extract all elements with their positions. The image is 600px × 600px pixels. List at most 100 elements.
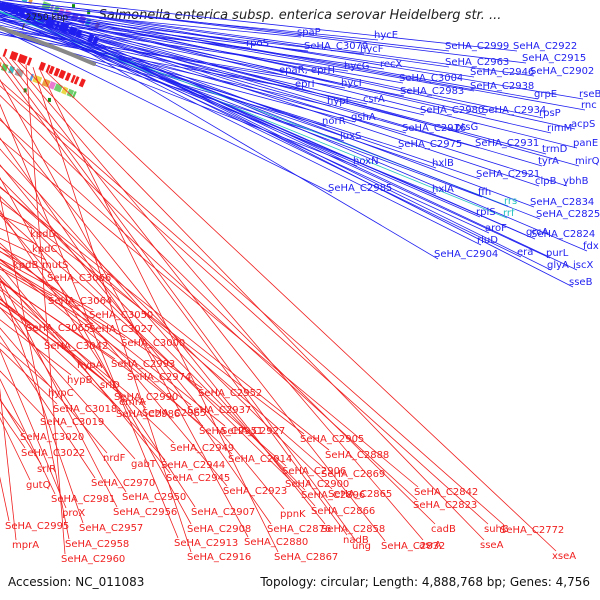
forward-gene-label: ptsG xyxy=(455,122,478,133)
forward-leader-line xyxy=(0,11,365,55)
reverse-leader-line xyxy=(0,117,326,525)
reverse-leader-line xyxy=(0,103,179,539)
feature-block xyxy=(78,78,86,88)
reverse-gene-label: SeHA_C2981 xyxy=(51,494,115,505)
feature-block xyxy=(66,88,75,98)
reverse-gene-label: SeHA_C2960 xyxy=(61,554,125,565)
map-title: Salmonella enterica subsp. enterica sero… xyxy=(98,8,502,23)
reverse-leader-line xyxy=(0,148,316,507)
forward-gene-label: SeHA_C2983 xyxy=(400,86,464,97)
tick-mark xyxy=(21,23,25,30)
reverse-leader-line xyxy=(0,64,348,536)
forward-gene-label: SeHA_C2946 xyxy=(470,67,534,78)
reverse-leader-line xyxy=(0,378,56,495)
forward-gene-label: SeHA_C2934 xyxy=(482,105,546,116)
forward-gene-label: hxlB xyxy=(432,158,454,169)
forward-leader-line xyxy=(0,7,543,167)
forward-gene-label: clpB xyxy=(535,176,557,187)
reverse-gene-label: SeHA_C2896 xyxy=(301,490,365,501)
forward-gene-label: SeHA_C2922 xyxy=(513,41,577,52)
forward-leader-line xyxy=(0,2,551,259)
forward-leader-line xyxy=(0,3,586,111)
reverse-gene-label: SeHA_C2905 xyxy=(300,434,364,445)
reverse-leader-line xyxy=(0,165,333,490)
reverse-leader-line xyxy=(0,327,108,454)
feature-block xyxy=(48,81,56,90)
forward-gene-label: SeHA_C2975 xyxy=(398,139,462,150)
forward-leader-line xyxy=(0,5,482,246)
forward-gene-label: SeHA_C3079 xyxy=(304,41,368,52)
forward-gene-label: iscX xyxy=(573,260,593,271)
forward-gene-label: SeHA_C2902 xyxy=(530,66,594,77)
forward-leader-line xyxy=(0,3,522,258)
forward-leader-line xyxy=(0,4,578,149)
feature-block xyxy=(71,91,77,99)
forward-gene-label: tyrA xyxy=(538,156,559,167)
reverse-gene-label: emrA xyxy=(119,397,146,408)
forward-gene-label: SeHA_C2834 xyxy=(530,197,594,208)
forward-leader-line xyxy=(0,4,544,119)
forward-gene-label: grcA xyxy=(526,227,549,238)
forward-leader-line xyxy=(0,19,407,134)
forward-gene-label: spaP xyxy=(297,27,321,38)
forward-gene-label: rluD xyxy=(477,235,498,246)
forward-leader-line xyxy=(0,13,460,133)
forward-leader-line xyxy=(0,6,475,92)
forward-leader-line xyxy=(0,27,346,89)
forward-gene-label: rrf xyxy=(503,208,515,219)
reverse-gene-label: SeHA_C3065 xyxy=(26,323,90,334)
forward-gene-label: rrs xyxy=(504,196,517,207)
reverse-gene-label: hypC xyxy=(48,388,74,399)
reverse-gene-label: gabT xyxy=(131,459,157,470)
reverse-leader-line xyxy=(11,59,424,541)
reverse-gene-label: SeHA_C2772 xyxy=(500,525,564,536)
forward-gene-label: gshA xyxy=(351,112,376,123)
forward-leader-line xyxy=(0,5,552,134)
reverse-gene-label: SeHA_C2957 xyxy=(79,523,143,534)
forward-leader-line xyxy=(0,9,490,234)
feature-block xyxy=(2,48,8,57)
forward-gene-label: SeHA_C2921 xyxy=(476,169,540,180)
forward-gene-label: hycF xyxy=(360,44,384,55)
feature-block xyxy=(53,67,61,77)
forward-gene-label: SeHA_C2824 xyxy=(531,229,595,240)
forward-gene-label: SeHA_C3004 xyxy=(399,73,463,84)
reverse-gene-label: SeHA_C2950 xyxy=(122,492,186,503)
reverse-gene-label: SeHA_C2907 xyxy=(191,507,255,518)
forward-gene-label: rpoS xyxy=(246,38,269,49)
reverse-gene-label: SeHA_C2858 xyxy=(321,524,385,535)
reverse-leader-line xyxy=(0,278,175,444)
reverse-leader-line xyxy=(0,387,17,541)
forward-gene-label: SeHA_C2985 xyxy=(328,183,392,194)
forward-leader-line xyxy=(0,21,403,150)
forward-gene-label: ybhB xyxy=(563,176,589,187)
reverse-gene-label: SeHA_C3050 xyxy=(89,310,153,321)
forward-leader-line xyxy=(0,18,251,49)
forward-gene-label: SeHA_C2938 xyxy=(470,81,534,92)
reverse-gene-label: SeHA_C2995 xyxy=(5,521,69,532)
reverse-gene-label: SeHA_C2993 xyxy=(111,359,175,370)
reverse-gene-label: SeHA_C2923 xyxy=(223,486,287,497)
forward-gene-label: rpsP xyxy=(539,108,561,119)
feature-block xyxy=(70,74,76,84)
reverse-gene-label: SeHA_C2927 xyxy=(221,426,285,437)
reverse-gene-label: proX xyxy=(62,508,85,519)
reverse-leader-line xyxy=(0,349,67,509)
marker-dot xyxy=(87,10,91,15)
reverse-gene-label: SeHA_C2876 xyxy=(267,524,331,535)
reverse-gene-label: SeHA_C3064 xyxy=(48,296,112,307)
feature-block xyxy=(45,64,51,73)
reverse-gene-label: SeHA_C2914 xyxy=(228,454,292,465)
forward-gene-label: SeHA_C2931 xyxy=(475,138,539,149)
forward-gene-label: SeHA_C2980 xyxy=(420,105,484,116)
reverse-gene-label: cadB xyxy=(431,524,456,535)
forward-leader-line xyxy=(0,2,379,41)
reverse-gene-label: xseA xyxy=(552,551,576,562)
reverse-gene-label: SeHA_C2866 xyxy=(311,506,375,517)
topology-label: Topology: circular; Length: 4,888,768 bp… xyxy=(260,575,590,589)
accession-label: Accession: NC_011083 xyxy=(8,575,145,589)
forward-gene-label: rnc xyxy=(581,100,597,111)
reverse-gene-label: nadB xyxy=(343,535,369,546)
forward-gene-label: SeHA_C2904 xyxy=(434,249,498,260)
